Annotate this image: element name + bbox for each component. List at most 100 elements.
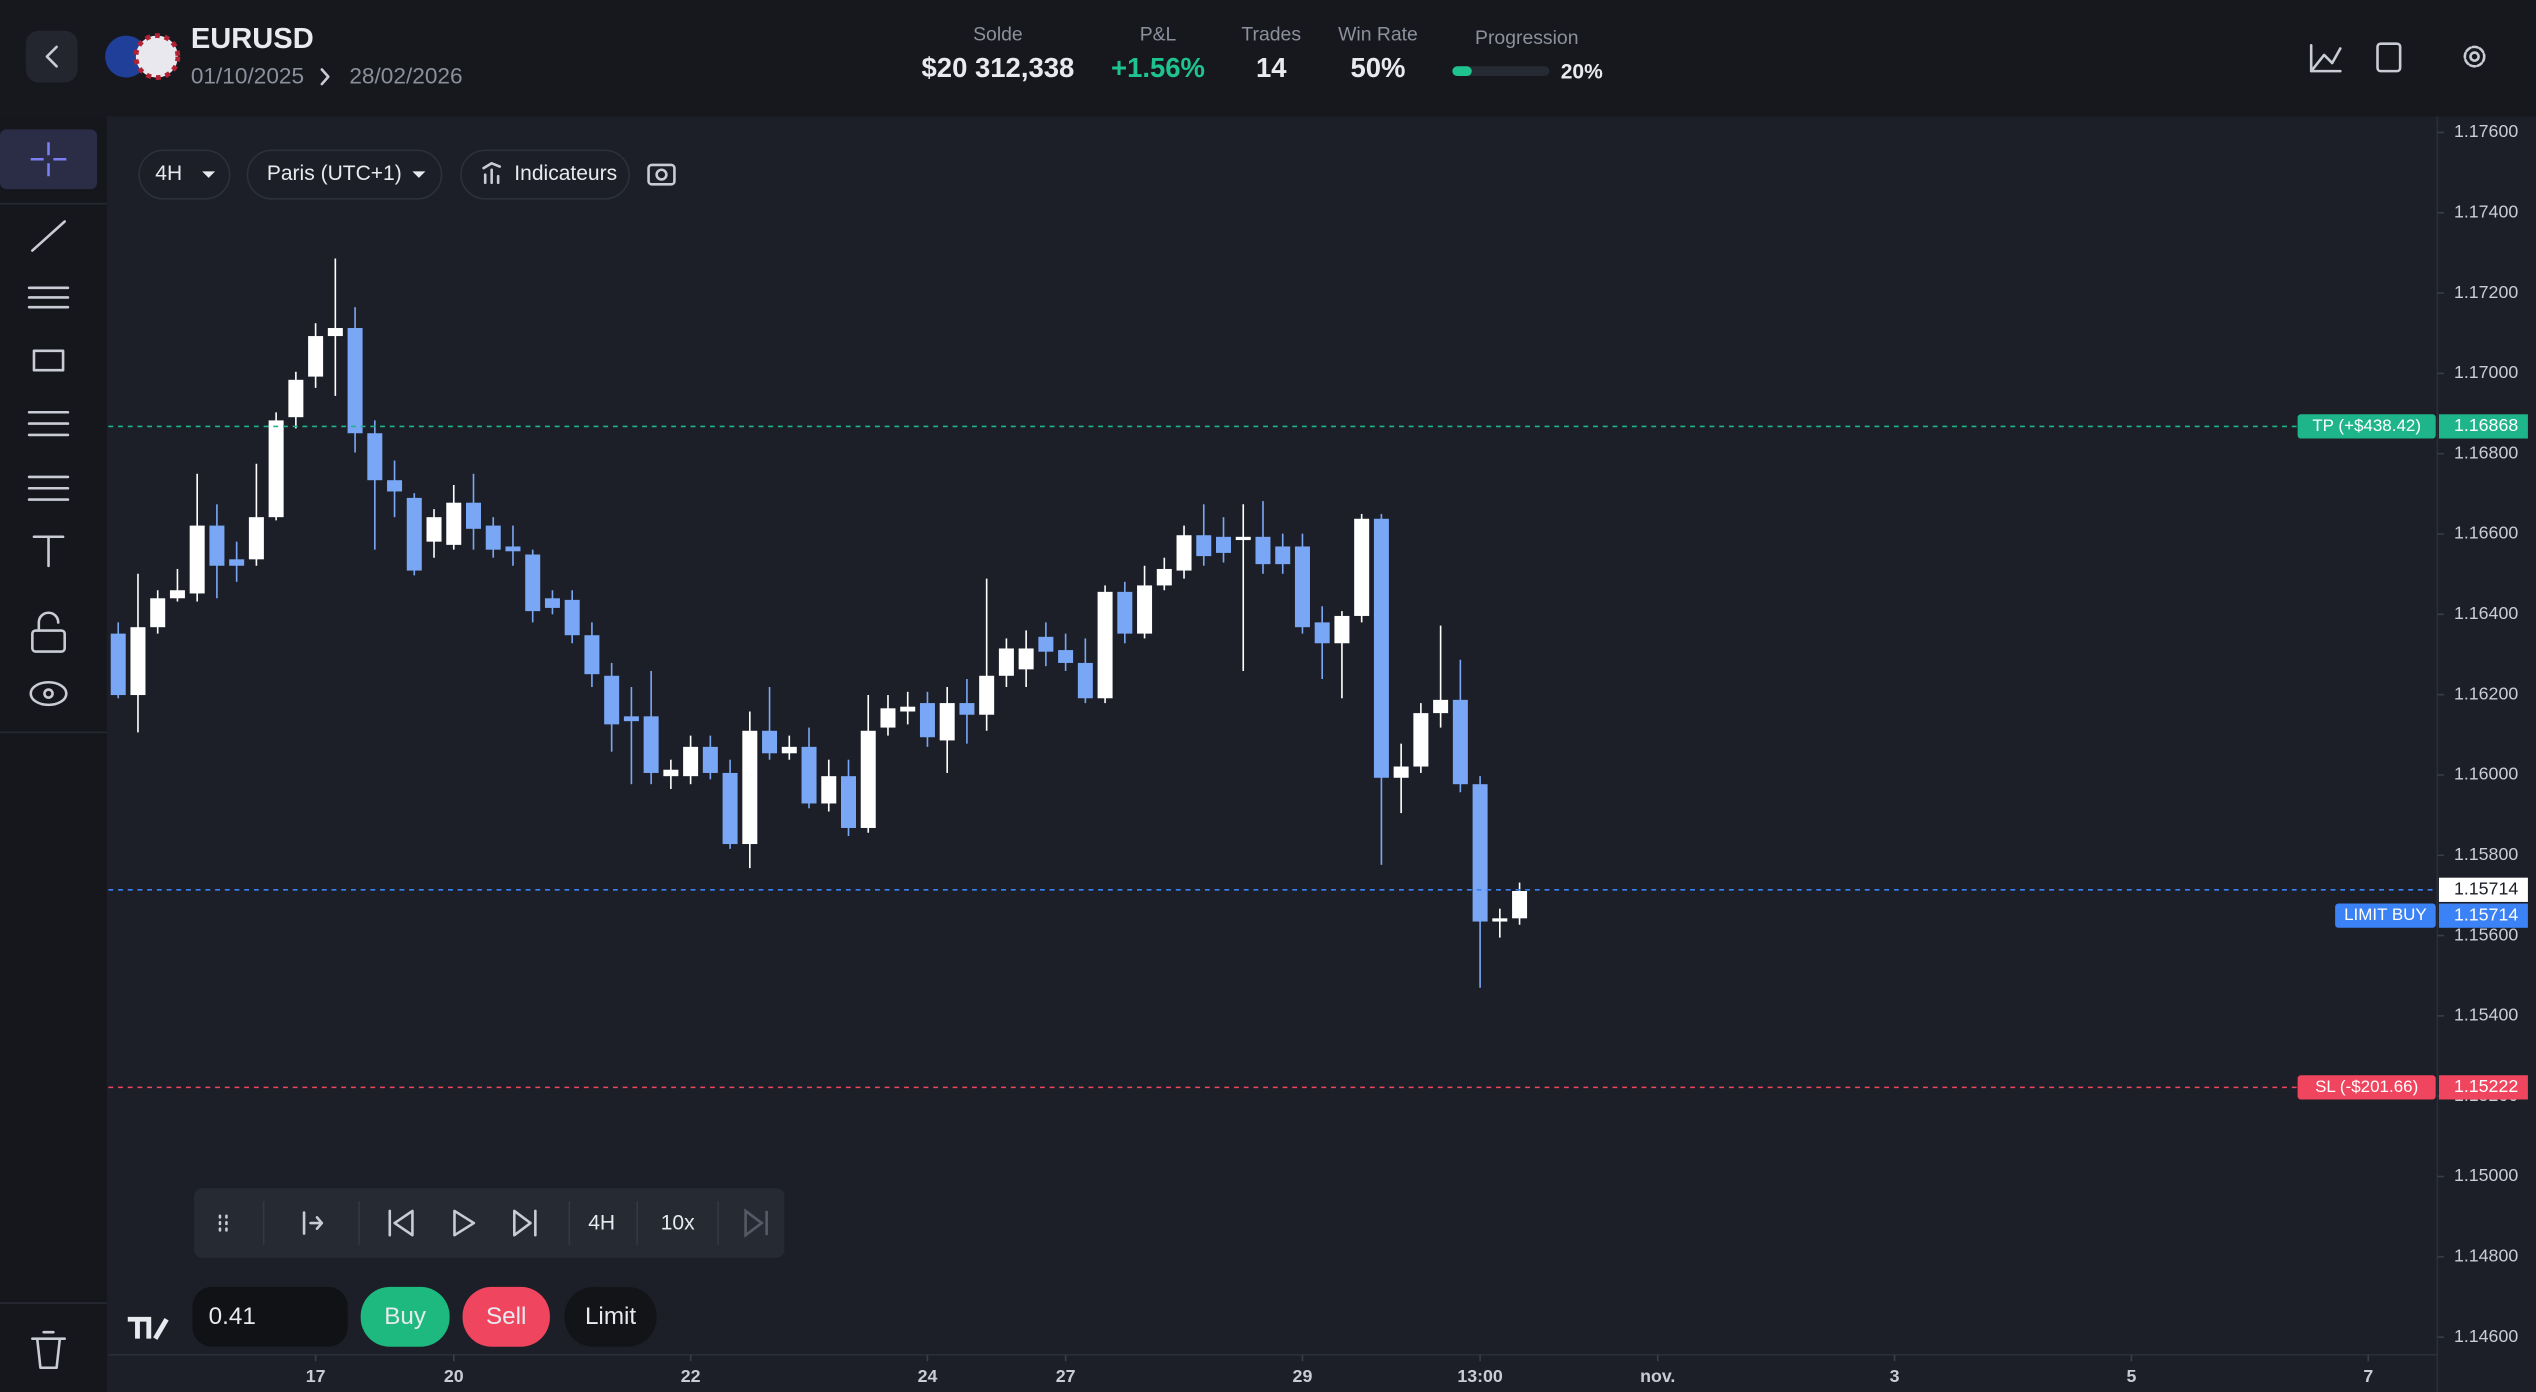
camera-lens: [655, 168, 668, 181]
x-tick-label: 7: [2363, 1366, 2373, 1386]
candle-body: [288, 379, 304, 418]
buy-button[interactable]: [360, 1286, 450, 1347]
sell-button[interactable]: [462, 1286, 550, 1347]
camera-button[interactable]: [647, 163, 676, 186]
timezone-select[interactable]: [246, 149, 443, 200]
price-value-label: 1.15714: [2454, 904, 2518, 924]
candle-body: [801, 746, 817, 804]
y-tick-label: 1.15800: [2454, 844, 2518, 864]
step-forward-button[interactable]: [513, 1209, 537, 1237]
last-price-label: 1.15714: [2454, 879, 2518, 899]
back-button[interactable]: [25, 30, 78, 83]
jump-end-button[interactable]: [744, 1208, 768, 1238]
candle-body: [979, 675, 995, 715]
trendline-tool[interactable]: [31, 220, 66, 252]
stat-value: $20 312,338: [922, 52, 1075, 83]
step-back-button[interactable]: [388, 1209, 414, 1237]
candle-body: [150, 598, 166, 628]
axes: 1.146001.148001.150001.152001.154001.156…: [306, 121, 2528, 1386]
candle-body: [1512, 891, 1528, 919]
caret: [412, 171, 426, 178]
candle-body: [1196, 535, 1212, 557]
candle-body: [1413, 713, 1429, 767]
candle-body: [229, 559, 245, 566]
trash-tool[interactable]: [31, 1330, 66, 1370]
indicators-label: Indicateurs: [514, 162, 617, 185]
candle-body: [485, 525, 501, 550]
indicators-button[interactable]: [460, 149, 630, 200]
candle-body: [939, 703, 955, 741]
x-tick-label: 24: [918, 1366, 938, 1386]
play-button[interactable]: [453, 1209, 476, 1237]
candle-body: [1137, 585, 1153, 634]
price-line-label: LIMIT BUY: [2344, 905, 2427, 924]
candle-body: [722, 772, 738, 845]
stat-value: 14: [1256, 52, 1287, 83]
price-value-tag: [2438, 903, 2528, 928]
limit-button[interactable]: [564, 1286, 657, 1347]
candle-body: [781, 746, 797, 754]
fib-tool[interactable]: [27, 286, 70, 309]
replay-controls: [218, 1201, 768, 1245]
settings-icon[interactable]: [2463, 45, 2486, 68]
candle-body: [505, 546, 521, 552]
last-price-tag: [2438, 877, 2528, 902]
interval-select[interactable]: [138, 149, 231, 200]
text-tool[interactable]: [32, 535, 65, 568]
candle-body: [110, 633, 126, 696]
price-value-label: 1.16868: [2454, 415, 2518, 435]
price-axis: [2437, 116, 2536, 1392]
header-icons: [2309, 42, 2486, 73]
pattern-tool[interactable]: [27, 475, 70, 501]
candle-body: [584, 635, 600, 675]
chart-icon[interactable]: [2309, 43, 2342, 73]
candle-body: [900, 706, 916, 712]
flag-us: [133, 33, 181, 81]
rect-tool[interactable]: [32, 349, 65, 372]
candle-body: [406, 497, 422, 571]
quantity-input[interactable]: [192, 1286, 348, 1347]
stat-label: Trades: [1241, 24, 1301, 46]
y-tick-label: 1.17200: [2454, 282, 2518, 302]
y-tick-label: 1.17400: [2454, 201, 2518, 221]
price-value-tag: [2438, 414, 2528, 439]
candle-body: [1038, 636, 1054, 652]
candle-body: [1156, 568, 1172, 586]
progression-value: 20%: [1561, 60, 1603, 83]
candle-body: [1354, 518, 1370, 616]
candle-body: [1492, 918, 1508, 922]
back-icon: [45, 45, 58, 68]
candle-body: [426, 517, 442, 542]
eye-tool[interactable]: [29, 680, 68, 707]
y-tick-label: 1.16200: [2454, 683, 2518, 703]
replay-interval[interactable]: 4H: [588, 1211, 615, 1234]
candle-body: [1452, 699, 1468, 785]
y-tick-label: 1.15000: [2454, 1165, 2518, 1185]
candle-body: [604, 675, 620, 725]
journal-icon[interactable]: [2376, 42, 2402, 73]
price-value-tag: [2438, 1075, 2528, 1100]
drag-handle[interactable]: [218, 1214, 228, 1232]
y-tick-label: 1.17600: [2454, 121, 2518, 141]
price-line-label: TP (+$438.42): [2312, 416, 2421, 435]
candle-body: [1373, 518, 1389, 778]
crosshair-tool[interactable]: [0, 129, 98, 190]
candle-body: [544, 598, 560, 608]
candle-body: [1472, 784, 1488, 922]
drawing-tools: [27, 220, 70, 1370]
y-tick-label: 1.16800: [2454, 442, 2518, 462]
candle-body: [1097, 591, 1113, 699]
levels-tool[interactable]: [27, 410, 70, 437]
settings-center: [2469, 51, 2480, 62]
select-bar-button[interactable]: [302, 1211, 324, 1235]
lock-tool[interactable]: [31, 629, 66, 653]
candle-body: [1018, 648, 1034, 670]
header: [0, 0, 2536, 117]
candle-body: [130, 627, 146, 696]
replay-speed[interactable]: 10x: [661, 1211, 695, 1234]
replay-bar: [194, 1188, 785, 1258]
candle-body: [683, 746, 699, 777]
